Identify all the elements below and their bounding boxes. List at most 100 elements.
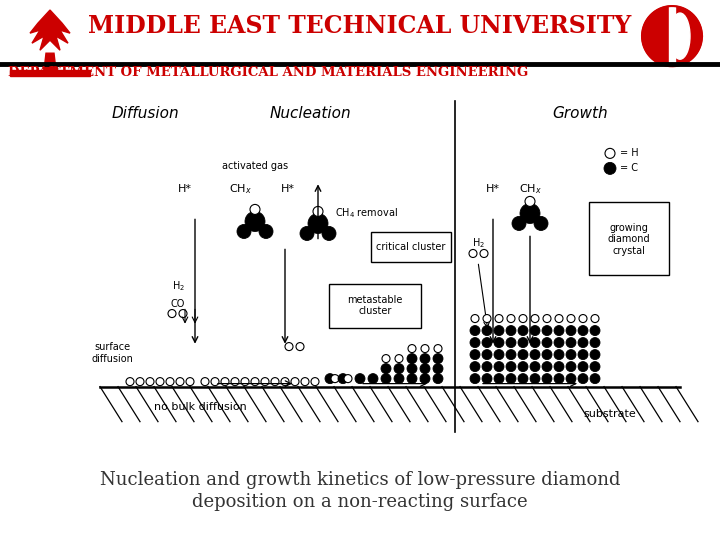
Text: substrate: substrate bbox=[584, 409, 636, 419]
Circle shape bbox=[394, 374, 404, 383]
Circle shape bbox=[271, 377, 279, 386]
Circle shape bbox=[186, 377, 194, 386]
Circle shape bbox=[313, 206, 323, 217]
Text: CH$_4$ removal: CH$_4$ removal bbox=[335, 206, 398, 220]
Circle shape bbox=[300, 226, 314, 240]
FancyBboxPatch shape bbox=[371, 232, 451, 262]
FancyBboxPatch shape bbox=[589, 202, 669, 274]
Circle shape bbox=[542, 349, 552, 360]
Circle shape bbox=[530, 338, 540, 348]
Circle shape bbox=[308, 213, 328, 233]
Text: no bulk diffusion: no bulk diffusion bbox=[153, 402, 246, 411]
Circle shape bbox=[518, 338, 528, 348]
Circle shape bbox=[231, 377, 239, 386]
Circle shape bbox=[176, 377, 184, 386]
Circle shape bbox=[482, 338, 492, 348]
Ellipse shape bbox=[670, 13, 690, 59]
Circle shape bbox=[421, 355, 429, 362]
Circle shape bbox=[518, 362, 528, 372]
Text: activated gas: activated gas bbox=[222, 161, 288, 171]
Text: critical cluster: critical cluster bbox=[377, 242, 446, 253]
Circle shape bbox=[407, 354, 417, 363]
Text: Nucleation: Nucleation bbox=[269, 106, 351, 122]
Circle shape bbox=[530, 374, 540, 383]
Circle shape bbox=[542, 362, 552, 372]
Text: CO: CO bbox=[171, 299, 185, 308]
Circle shape bbox=[518, 326, 528, 335]
Circle shape bbox=[146, 377, 154, 386]
Circle shape bbox=[156, 377, 164, 386]
Circle shape bbox=[470, 326, 480, 335]
Circle shape bbox=[520, 204, 540, 224]
Circle shape bbox=[408, 355, 416, 362]
Circle shape bbox=[250, 205, 260, 214]
Circle shape bbox=[394, 363, 404, 374]
Circle shape bbox=[566, 362, 576, 372]
Circle shape bbox=[482, 362, 492, 372]
FancyBboxPatch shape bbox=[329, 284, 421, 328]
Circle shape bbox=[555, 314, 563, 322]
Circle shape bbox=[519, 314, 527, 322]
Circle shape bbox=[433, 363, 443, 374]
Circle shape bbox=[530, 362, 540, 372]
Circle shape bbox=[506, 349, 516, 360]
Circle shape bbox=[590, 349, 600, 360]
Circle shape bbox=[531, 314, 539, 322]
Circle shape bbox=[338, 374, 348, 383]
Text: = H: = H bbox=[620, 148, 639, 158]
Circle shape bbox=[590, 362, 600, 372]
Circle shape bbox=[566, 374, 576, 383]
Circle shape bbox=[259, 225, 273, 239]
Circle shape bbox=[482, 374, 492, 383]
Circle shape bbox=[470, 349, 480, 360]
Text: surface
diffusion: surface diffusion bbox=[91, 342, 133, 363]
Circle shape bbox=[566, 349, 576, 360]
Circle shape bbox=[578, 349, 588, 360]
Circle shape bbox=[507, 314, 515, 322]
Circle shape bbox=[136, 377, 144, 386]
Circle shape bbox=[166, 377, 174, 386]
Circle shape bbox=[590, 374, 600, 383]
Circle shape bbox=[368, 374, 378, 383]
Polygon shape bbox=[672, 6, 702, 66]
Circle shape bbox=[506, 338, 516, 348]
Circle shape bbox=[495, 314, 503, 322]
Circle shape bbox=[285, 342, 293, 350]
Circle shape bbox=[382, 355, 390, 362]
Circle shape bbox=[506, 374, 516, 383]
Circle shape bbox=[512, 217, 526, 231]
Circle shape bbox=[471, 314, 479, 322]
Circle shape bbox=[408, 345, 416, 353]
Circle shape bbox=[434, 355, 442, 362]
Circle shape bbox=[566, 326, 576, 335]
Circle shape bbox=[534, 217, 548, 231]
Text: growing
diamond
crystal: growing diamond crystal bbox=[608, 223, 650, 256]
Polygon shape bbox=[30, 10, 70, 50]
Circle shape bbox=[554, 374, 564, 383]
Text: Nucleation and growth kinetics of low-pressure diamond: Nucleation and growth kinetics of low-pr… bbox=[100, 471, 620, 489]
Text: H$_2$: H$_2$ bbox=[171, 280, 184, 293]
Text: DEPARTMENT OF METALLURGICAL AND MATERIALS ENGINEERING: DEPARTMENT OF METALLURGICAL AND MATERIAL… bbox=[8, 66, 528, 79]
Circle shape bbox=[245, 212, 265, 232]
Circle shape bbox=[420, 374, 430, 383]
Circle shape bbox=[554, 338, 564, 348]
Circle shape bbox=[605, 148, 615, 158]
Text: MIDDLE EAST TECHNICAL UNIVERSITY: MIDDLE EAST TECHNICAL UNIVERSITY bbox=[89, 14, 631, 38]
Circle shape bbox=[604, 163, 616, 174]
Circle shape bbox=[344, 375, 352, 383]
Circle shape bbox=[494, 338, 504, 348]
Text: deposition on a non-reacting surface: deposition on a non-reacting surface bbox=[192, 493, 528, 511]
Circle shape bbox=[331, 375, 339, 383]
Circle shape bbox=[567, 314, 575, 322]
Circle shape bbox=[480, 249, 488, 258]
Circle shape bbox=[469, 249, 477, 258]
Circle shape bbox=[482, 326, 492, 335]
Circle shape bbox=[554, 349, 564, 360]
Circle shape bbox=[407, 363, 417, 374]
Text: CH$_x$: CH$_x$ bbox=[228, 183, 251, 197]
Text: Growth: Growth bbox=[552, 106, 608, 122]
Circle shape bbox=[433, 354, 443, 363]
Circle shape bbox=[506, 362, 516, 372]
Circle shape bbox=[420, 354, 430, 363]
Circle shape bbox=[434, 345, 442, 353]
